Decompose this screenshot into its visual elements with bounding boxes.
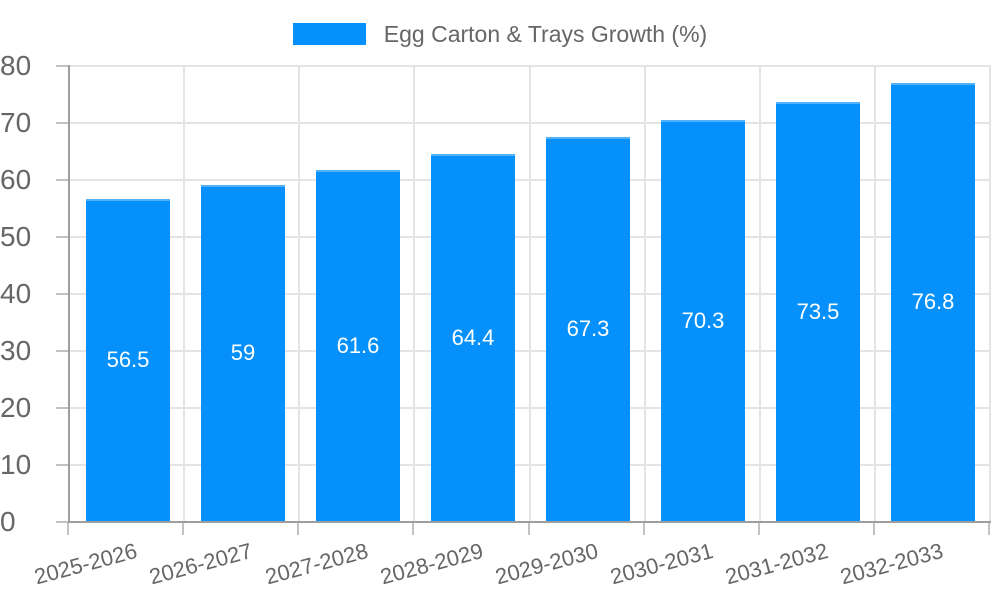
- bar[interactable]: [316, 170, 400, 521]
- x-gridline: [413, 65, 415, 521]
- x-tick-mark: [528, 523, 530, 535]
- x-tick-mark: [182, 523, 184, 535]
- x-tick-mark: [412, 523, 414, 535]
- y-tick-label: 30: [0, 335, 32, 366]
- y-tick-mark: [56, 521, 68, 523]
- y-tick-mark: [56, 350, 68, 352]
- bar-value-label: 67.3: [566, 316, 610, 341]
- y-tick-mark: [56, 122, 68, 124]
- x-tick-label: 2031-2032: [722, 538, 831, 590]
- bar-value-label: 59: [230, 340, 256, 365]
- plot-area: 56.5 59 61.6 64.4 67.3 70.3 73.5 76.8: [68, 65, 991, 523]
- y-tick-label: 70: [0, 107, 32, 138]
- x-gridline: [874, 65, 876, 521]
- x-tick-mark: [297, 523, 299, 535]
- chart-legend[interactable]: Egg Carton & Trays Growth (%): [0, 18, 1000, 50]
- legend-label: Egg Carton & Trays Growth (%): [383, 20, 708, 47]
- x-gridline: [298, 65, 300, 521]
- x-tick-mark: [643, 523, 645, 535]
- y-tick-mark: [56, 65, 68, 67]
- bar-value-label: 73.5: [796, 298, 840, 324]
- bar[interactable]: [86, 199, 170, 521]
- x-tick-mark: [988, 523, 990, 535]
- y-tick-label: 40: [0, 278, 32, 309]
- bar[interactable]: [431, 154, 515, 521]
- y-tick-label: 20: [0, 392, 32, 423]
- legend-swatch-icon: [292, 23, 366, 45]
- y-tick-label: 50: [0, 221, 32, 252]
- y-tick-mark: [56, 407, 68, 409]
- x-gridline: [183, 65, 185, 521]
- x-tick-mark: [758, 523, 760, 535]
- x-tick-mark: [873, 523, 875, 535]
- x-tick-mark: [67, 523, 69, 535]
- y-tick-mark: [56, 464, 68, 466]
- x-tick-label: 2025-2026: [31, 538, 141, 590]
- x-gridline: [644, 65, 646, 521]
- bar-value-label: 56.5: [106, 347, 150, 372]
- y-tick-label: 10: [0, 449, 32, 480]
- x-tick-label: 2028-2029: [377, 538, 486, 590]
- y-tick-label: 60: [0, 164, 32, 195]
- x-gridline: [989, 65, 991, 521]
- bar-value-label: 76.8: [911, 289, 955, 314]
- bar[interactable]: [546, 137, 630, 521]
- bar[interactable]: [776, 102, 860, 521]
- x-gridline: [529, 65, 531, 521]
- bar-value-label: 64.4: [451, 324, 495, 350]
- x-tick-label: 2030-2031: [607, 538, 716, 590]
- y-tick-label: 80: [0, 50, 32, 81]
- bar-value-label: 70.3: [681, 307, 725, 333]
- x-tick-label: 2032-2033: [837, 538, 946, 590]
- y-tick-label: 0: [0, 506, 16, 537]
- y-tick-mark: [56, 293, 68, 295]
- x-tick-label: 2027-2028: [262, 538, 371, 590]
- x-tick-label: 2026-2027: [147, 538, 256, 590]
- x-tick-label: 2029-2030: [492, 538, 601, 590]
- y-tick-mark: [56, 179, 68, 181]
- bar[interactable]: [201, 185, 285, 521]
- bar[interactable]: [661, 120, 745, 521]
- bar-value-label: 61.6: [336, 332, 380, 358]
- y-tick-mark: [56, 236, 68, 238]
- bar[interactable]: [891, 83, 975, 521]
- x-gridline: [759, 65, 761, 521]
